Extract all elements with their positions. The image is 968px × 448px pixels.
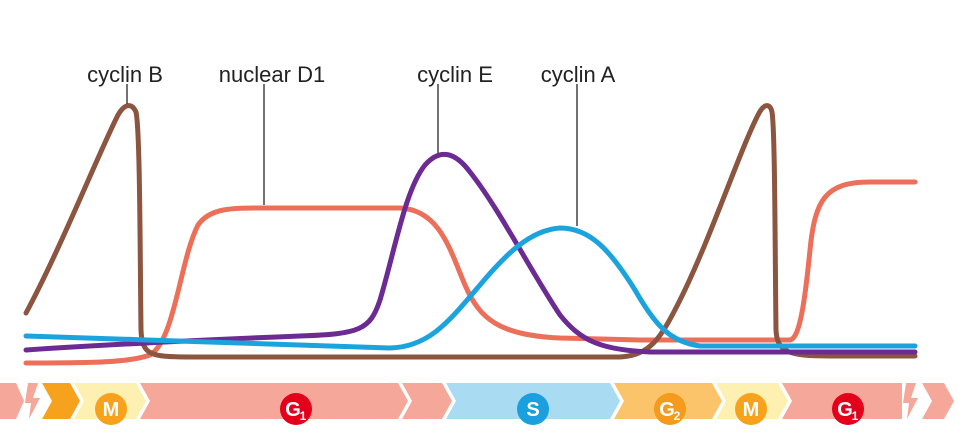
phase-badge-s: S [517, 393, 549, 425]
phase-segment-g1-left-tail [0, 383, 24, 419]
label-nuclear-d1: nuclear D1 [219, 62, 325, 87]
phase-badge-g2: G 2 [654, 393, 686, 425]
phase-label-m-right: M [743, 399, 760, 421]
phase-segment-g1-right-tail [922, 383, 954, 419]
phase-sub-g2: 2 [674, 409, 681, 423]
phase-label-g1-main: G [285, 399, 301, 421]
phase-label-g1-right: G [837, 399, 853, 421]
label-cyclin-a: cyclin A [541, 62, 616, 87]
phase-segment-g1-main [140, 383, 408, 419]
phase-sub-g1-main: 1 [300, 409, 307, 423]
phase-break-left [25, 383, 40, 419]
phase-break-right [903, 383, 918, 419]
label-cyclin-e: cyclin E [417, 62, 493, 87]
phase-segment-g2-left [42, 383, 80, 419]
phase-label-m-left: M [103, 399, 120, 421]
curve-nuclear-d1 [23, 179, 918, 366]
phase-segment-g1-main-b [402, 383, 452, 419]
phase-sub-g1-right: 1 [852, 409, 859, 423]
curve-cyclin-a [23, 225, 918, 351]
phase-badge-g1-main: G 1 [280, 393, 312, 425]
phase-label-s: S [526, 399, 539, 421]
phase-badge-m-right: M [735, 393, 767, 425]
curve-cyclin-b [23, 103, 918, 360]
phase-bar: M G 1 S G 2 M G 1 [0, 383, 954, 425]
phase-label-g2: G [659, 399, 675, 421]
label-cyclin-b: cyclin B [87, 62, 163, 87]
phase-badge-g1-right: G 1 [832, 393, 864, 425]
phase-badge-m-left: M [95, 393, 127, 425]
curve-cyclin-e [23, 151, 918, 355]
